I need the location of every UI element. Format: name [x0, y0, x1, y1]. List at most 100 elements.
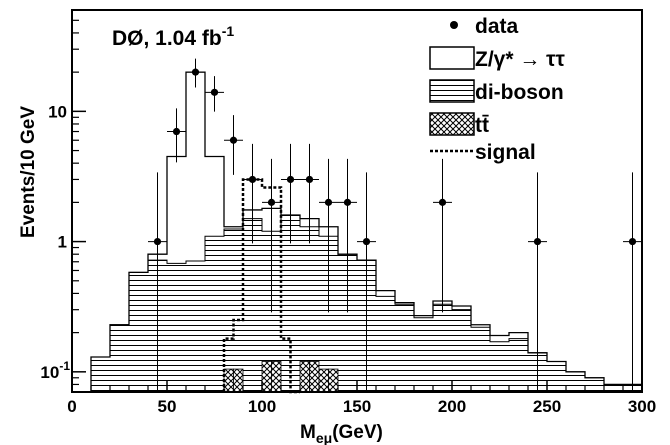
- ttbar-bar: [328, 368, 339, 393]
- diboson-bar: [205, 236, 215, 392]
- diboson-bar: [376, 296, 386, 392]
- data-marker: [153, 237, 162, 246]
- diboson-bar: [347, 254, 357, 392]
- data-marker: [286, 175, 295, 184]
- legend: data Z/γ* → ττ di-boson tt̄ signal: [429, 15, 566, 164]
- diboson-bar: [414, 317, 424, 392]
- diboson-bar: [176, 263, 186, 392]
- ztautau-outline: [90, 71, 643, 392]
- data-point: [338, 158, 357, 313]
- diboson-bar: [281, 215, 291, 392]
- diboson-bar: [385, 296, 395, 392]
- diboson-bar: [195, 260, 205, 392]
- diboson-bar: [528, 352, 538, 392]
- diboson-bar: [167, 263, 177, 392]
- diboson-bar: [442, 304, 452, 392]
- ttbar-bar: [318, 368, 329, 393]
- diboson-bar: [338, 254, 348, 392]
- data-point: [186, 58, 205, 88]
- y-tick-label: 10-1: [40, 359, 70, 382]
- diboson-bar: [366, 260, 376, 392]
- data-marker: [628, 237, 637, 246]
- diboson-bar: [423, 317, 433, 392]
- diboson-bar: [328, 236, 338, 392]
- diboson-bar: [243, 218, 253, 392]
- diboson-bar: [290, 215, 300, 392]
- ttbar-bar: [299, 361, 310, 393]
- legend-ttbar-swatch: [429, 112, 475, 136]
- x-axis-label-subscript: eμ: [316, 430, 332, 445]
- x-tick-label: 200: [438, 397, 466, 416]
- data-point: [433, 158, 452, 313]
- experiment-annotation: DØ, 1.04 fb-1: [112, 23, 234, 50]
- axis-ticks: 0 50 100 150 200 250 300 10-1 1 10: [40, 9, 656, 416]
- diboson-bar: [300, 226, 310, 392]
- y-tick-label: 1: [58, 233, 67, 252]
- diboson-bar: [547, 361, 557, 392]
- data-marker: [533, 237, 542, 246]
- diboson-bar: [214, 236, 224, 392]
- x-tick-label: 300: [628, 397, 656, 416]
- x-tick-label: 250: [533, 397, 561, 416]
- diboson-bar: [537, 352, 547, 392]
- ttbar-bar: [309, 361, 320, 393]
- diboson-bar: [480, 327, 490, 392]
- diboson-bar: [461, 309, 471, 392]
- x-tick-label: 150: [343, 397, 371, 416]
- data-marker: [267, 198, 276, 206]
- data-point: [623, 172, 642, 392]
- diboson-bar: [129, 272, 139, 392]
- diboson-bar: [499, 341, 509, 392]
- diboson-bar: [452, 309, 462, 392]
- diboson-bar: [148, 260, 158, 392]
- diboson-bar: [566, 371, 576, 392]
- diboson-bar: [623, 384, 633, 392]
- diboson-bar: [138, 272, 148, 392]
- data-point: [148, 172, 167, 392]
- diboson-bar: [395, 304, 405, 392]
- diboson-bar: [433, 304, 443, 392]
- ttbar-bar: [233, 368, 244, 393]
- data-marker: [172, 127, 181, 136]
- diboson-bar: [262, 231, 272, 392]
- data-point: [357, 172, 376, 392]
- data-marker: [343, 198, 352, 206]
- data-points-layer: [148, 58, 642, 392]
- diboson-bar: [224, 228, 234, 392]
- data-point: [224, 115, 243, 175]
- x-tick-label: 50: [158, 397, 177, 416]
- data-marker: [305, 175, 314, 184]
- legend-diboson-swatch: [429, 79, 475, 103]
- data-point: [205, 76, 224, 112]
- y-axis-label: Events/10 GeV: [18, 106, 39, 238]
- data-marker: [229, 136, 238, 144]
- data-point: [300, 143, 319, 244]
- data-marker: [362, 237, 371, 246]
- data-point: [281, 143, 300, 244]
- diboson-bar: [186, 260, 196, 392]
- ttbar-bar: [223, 368, 234, 393]
- diboson-bar: [233, 228, 243, 392]
- diboson-bar: [518, 338, 528, 392]
- diboson-bar: [594, 377, 604, 392]
- x-tick-label: 0: [67, 397, 76, 416]
- data-marker: [191, 68, 200, 76]
- diboson-bar: [575, 371, 585, 392]
- data-marker: [210, 88, 219, 96]
- diboson-bar: [471, 327, 481, 392]
- data-marker: [324, 198, 333, 206]
- diboson-bar: [585, 377, 595, 392]
- data-point: [262, 158, 281, 313]
- y-tick-label: 10: [48, 102, 67, 121]
- diboson-bar: [556, 361, 566, 392]
- diboson-bar: [404, 304, 414, 392]
- legend-label-diboson: di-boson: [475, 81, 564, 104]
- diboson-bar: [271, 231, 281, 392]
- legend-label-signal: signal: [475, 141, 536, 164]
- diboson-bar: [632, 384, 642, 392]
- ttbar-bar: [261, 361, 272, 393]
- x-axis-label: Meμ(GeV): [300, 422, 383, 445]
- diboson-bar: [309, 226, 319, 392]
- data-point: [167, 108, 186, 163]
